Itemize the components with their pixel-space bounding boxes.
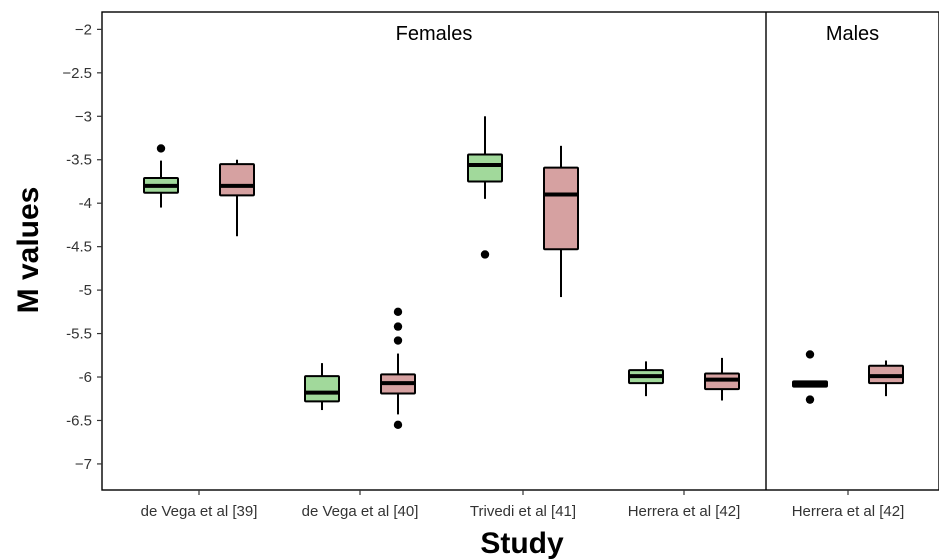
box-marks [143,116,904,430]
x-tick-label: Herrera et al [42] [628,503,741,520]
y-tick-label: −2.5 [62,65,92,82]
box [219,163,255,197]
outlier-point [805,395,815,404]
box-group [543,145,579,298]
box-group [628,361,664,397]
y-tick-label: -6.5 [66,412,92,429]
box-group [467,116,503,259]
box-group [304,363,340,411]
x-tick-label: de Vega et al [39] [141,503,258,520]
outlier-point [156,144,166,153]
box-group [792,350,828,404]
x-axis-title: Study [480,527,564,559]
outlier-point [480,250,490,259]
box-group [380,307,416,430]
outlier-point [393,322,403,331]
y-tick-label: -6 [79,369,92,386]
y-tick-label: −3 [75,108,92,125]
y-tick-label: -4.5 [66,239,92,256]
facet-label: Females [396,23,473,45]
box [467,153,503,183]
box-group [868,360,904,397]
box [304,375,340,403]
y-axis: −2 −2.5 −3 -3.5 -4 -4.5 -5 -5.5 -6 -6.5 −7 [62,21,102,473]
y-tick-label: -5.5 [66,326,92,343]
box-group [219,159,255,237]
y-tick-label: -3.5 [66,152,92,169]
outlier-point [393,336,403,345]
plot-border [101,11,939,491]
box-group [704,357,740,401]
x-axis: de Vega et al [39] de Vega et al [40] Triv… [141,490,905,520]
x-tick-label: Herrera et al [42] [792,503,905,520]
box [543,166,579,251]
box-group [143,144,179,208]
y-tick-label: -5 [79,282,92,299]
x-tick-label: Trivedi et al [41] [470,503,576,520]
facet-label: Males [826,23,879,45]
y-tick-label: −7 [75,456,92,473]
y-tick-label: -4 [79,195,92,212]
y-axis-title: M values [12,187,45,314]
y-tick-label: −2 [75,21,92,38]
outlier-point [393,307,403,317]
facet-panels: Females Males [101,11,939,491]
outlier-point [805,350,815,359]
x-tick-label: de Vega et al [40] [302,503,419,520]
outlier-point [393,420,403,430]
